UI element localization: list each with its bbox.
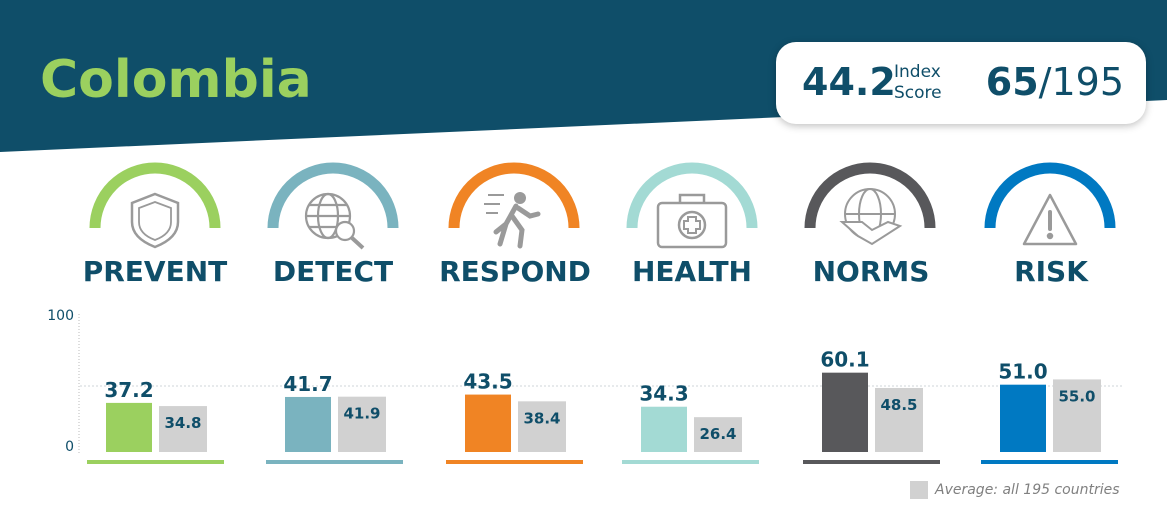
score-card: 44.2 Index Score 65/195 [776,42,1146,124]
value-label-average-respond: 38.4 [523,409,560,427]
value-label-average-norms: 48.5 [880,396,917,414]
category-label-health: HEALTH [632,255,752,288]
value-label-average-detect: 41.9 [343,405,380,423]
category-arc-detect [267,162,399,229]
y-tick-100: 100 [47,308,74,324]
value-label-country-norms: 60.1 [820,348,869,372]
category-label-detect: DETECT [272,255,394,288]
category-arc-respond [448,162,580,229]
category-label-risk: RISK [1014,255,1088,288]
category-baseline-norms [803,460,940,464]
category-arc-health [626,162,758,229]
value-label-average-health: 26.4 [699,425,736,443]
globe-magnifier-icon [304,192,365,250]
bar-country-risk [1000,384,1046,452]
bar-average-norms [875,387,923,452]
value-label-country-health: 34.3 [639,382,688,406]
y-tick-0: 0 [65,439,74,455]
legend-swatch-average [910,481,928,499]
bar-average-risk [1053,379,1101,452]
value-label-country-prevent: 37.2 [104,378,153,402]
medical-kit-icon [656,193,728,249]
bar-average-health [694,417,742,452]
category-label-norms: NORMS [812,255,930,288]
value-label-average-risk: 55.0 [1058,387,1095,405]
warning-icon [1022,193,1078,246]
category-baseline-risk [981,460,1118,464]
bar-country-detect [285,396,331,452]
index-score-label: Index Score [894,62,964,104]
rank-value: 65 [985,60,1039,104]
bar-country-respond [465,394,511,452]
category-label-respond: RESPOND [439,255,591,288]
bar-average-prevent [159,406,207,452]
index-score-value: 44.2 [802,60,896,104]
bar-country-health [641,406,687,452]
value-label-average-prevent: 34.8 [164,414,201,432]
value-label-country-detect: 41.7 [283,372,332,396]
category-baseline-prevent [87,460,224,464]
category-arc-norms [804,162,936,229]
handshake-icon [839,188,903,246]
value-label-country-respond: 43.5 [463,370,512,394]
bar-average-detect [338,396,386,452]
value-label-country-risk: 51.0 [998,360,1047,384]
category-arc-risk [984,162,1116,229]
running-person-icon [484,192,541,249]
category-baseline-respond [446,460,583,464]
header-banner [0,0,1167,152]
legend: Average: all 195 countries [910,481,1120,499]
bar-country-prevent [106,402,152,452]
country-title: Colombia [40,50,312,110]
category-baseline-detect [266,460,403,464]
bar-country-norms [822,372,868,452]
shield-icon [130,192,180,249]
category-baseline-health [622,460,759,464]
rank: 65/195 [986,60,1124,104]
category-arc-prevent [89,162,221,229]
rank-total: /195 [1038,60,1124,104]
index-label-line2: Score [894,83,942,103]
index-label-line1: Index [894,62,941,82]
category-label-prevent: PREVENT [82,255,228,288]
legend-label-average: Average: all 195 countries [935,482,1120,498]
bar-average-respond [518,401,566,452]
